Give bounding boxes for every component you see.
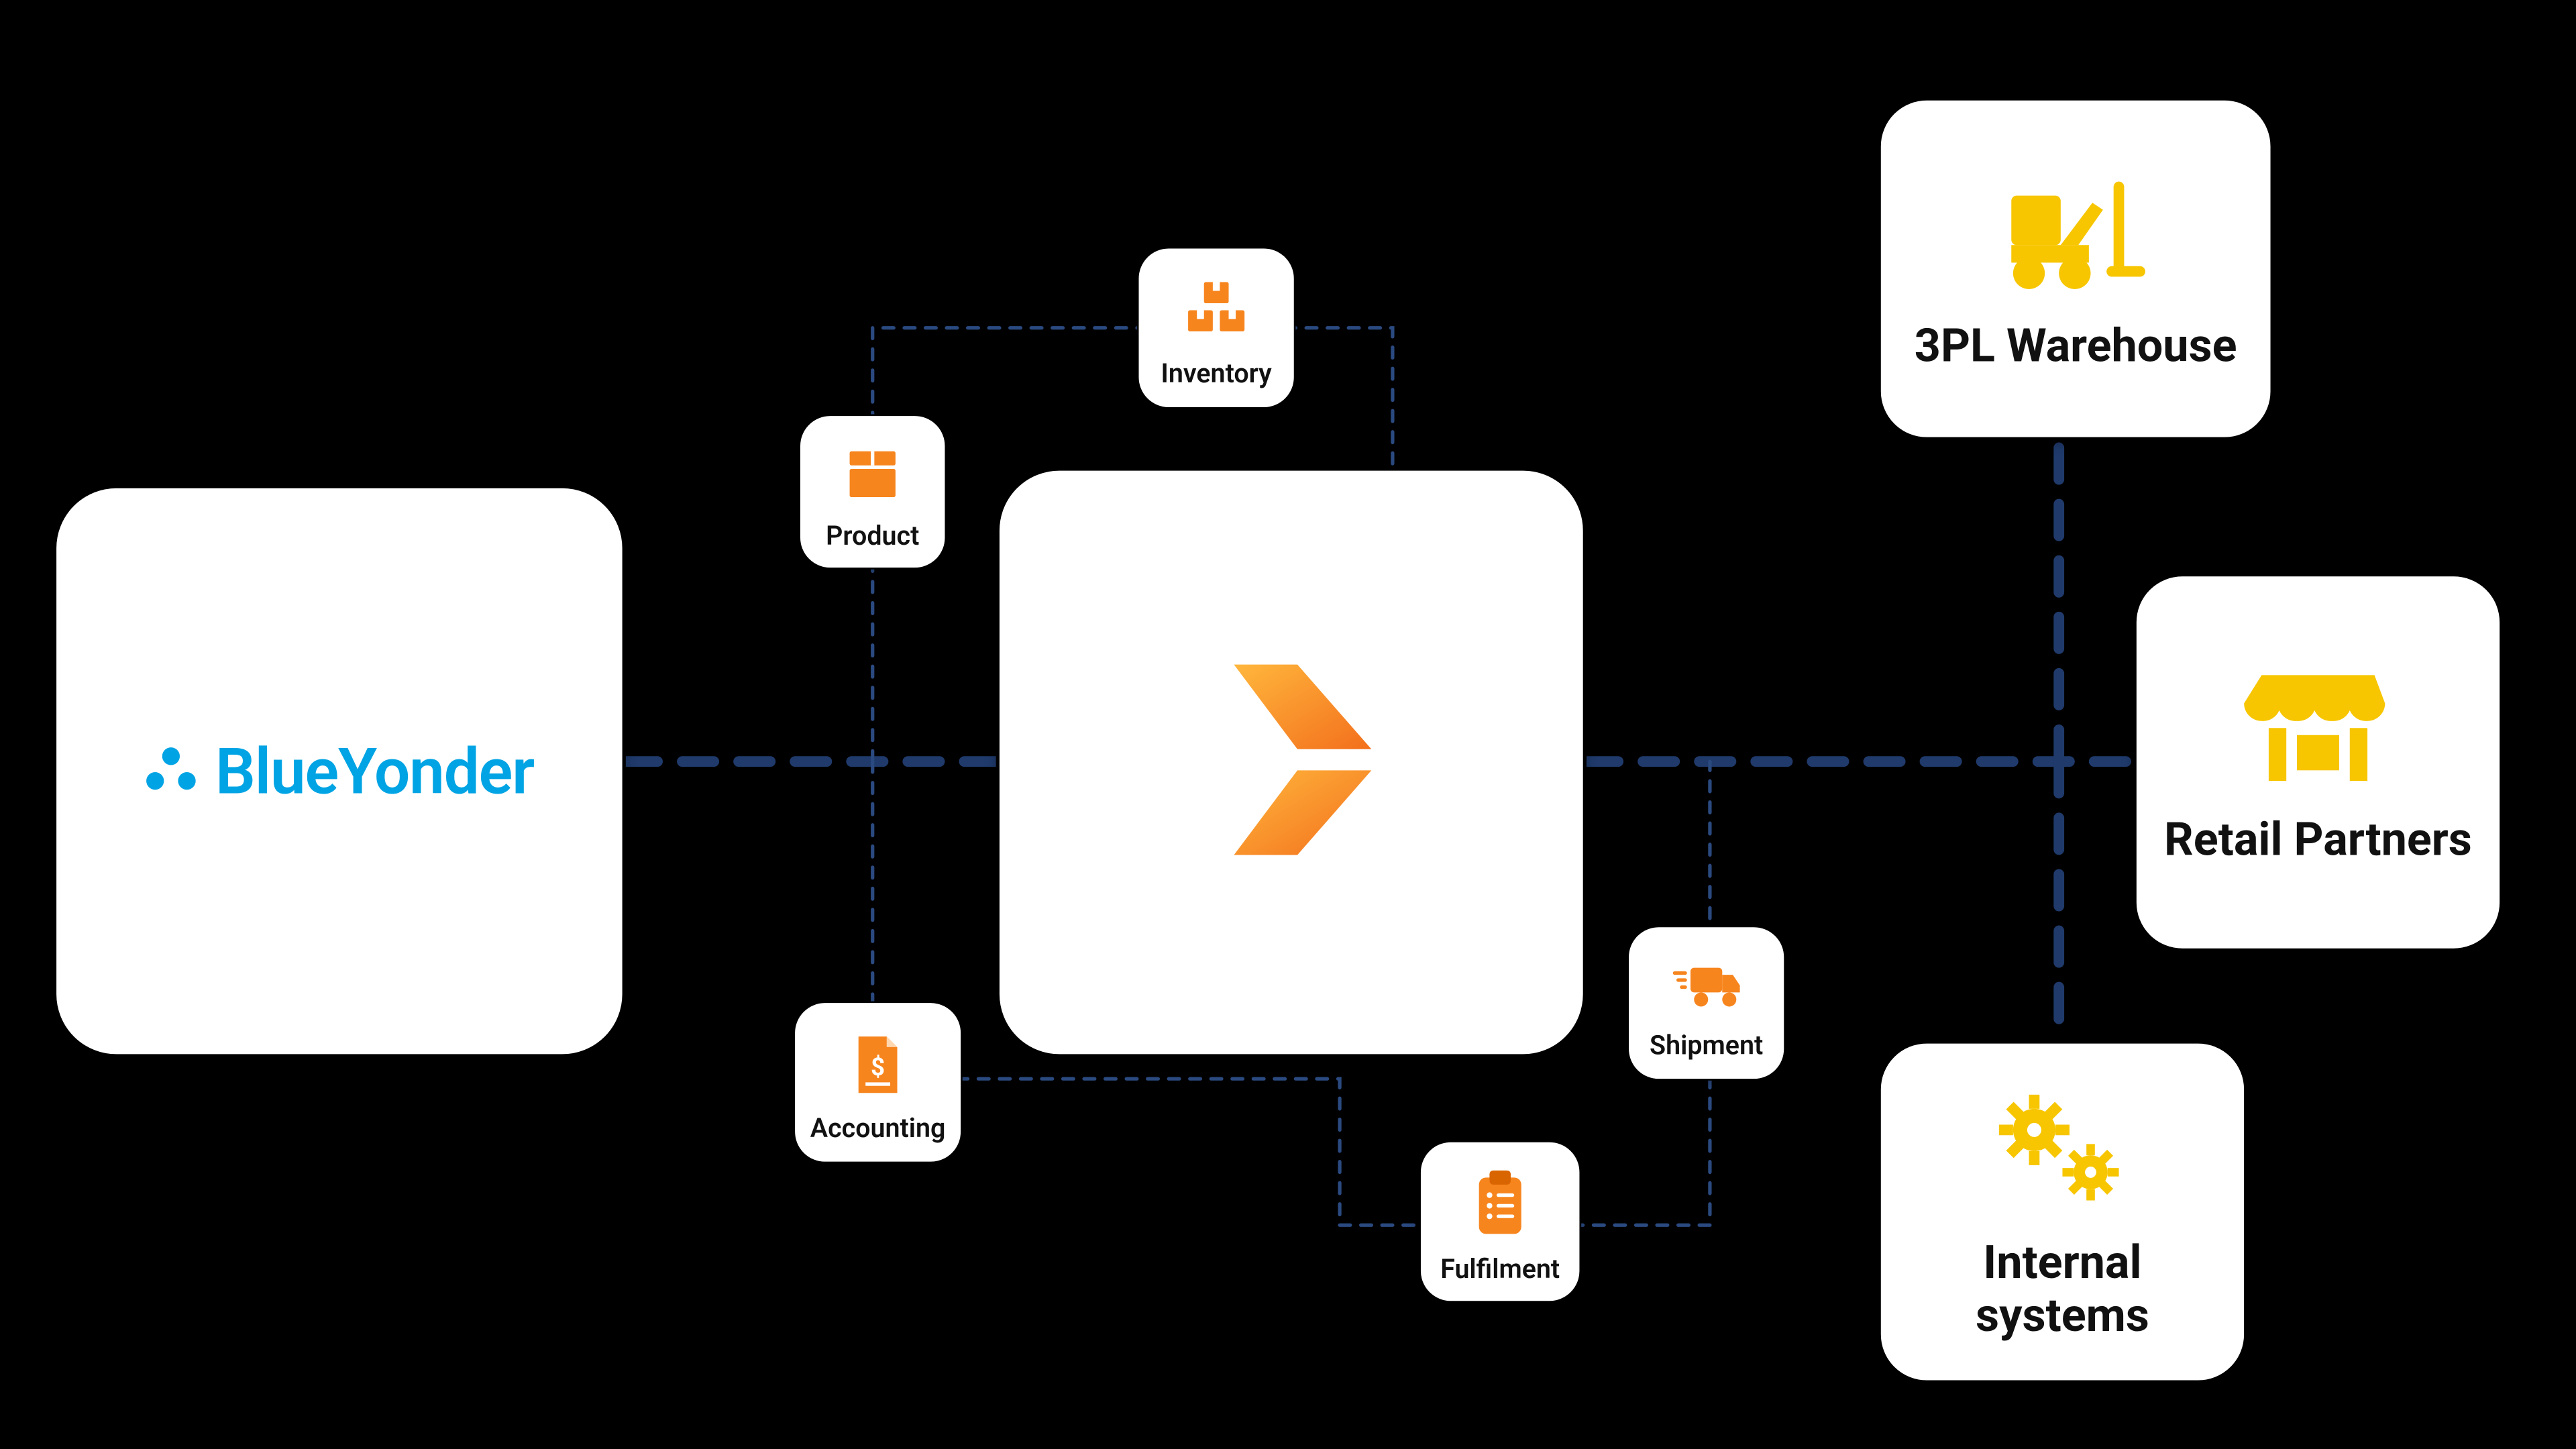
gears-icon xyxy=(1988,1087,2137,1221)
invoice-icon: $ xyxy=(845,1029,912,1107)
node-label: 3PL Warehouse xyxy=(1915,322,2237,375)
hub-chevron-icon xyxy=(1159,627,1424,898)
blueyonder-icon xyxy=(145,745,198,798)
boxes-icon xyxy=(1181,274,1252,352)
blueyonder-logo: BlueYonder xyxy=(145,734,534,808)
node-retail-partners: Retail Partners xyxy=(2133,573,2504,952)
svg-text:$: $ xyxy=(871,1052,885,1081)
package-icon xyxy=(839,440,906,514)
forklift-icon xyxy=(1996,170,2155,305)
node-3pl-warehouse: 3PL Warehouse xyxy=(1878,97,2274,441)
node-hub xyxy=(996,467,1587,1057)
node-label: Internal systems xyxy=(1906,1238,2220,1344)
node-inventory: Inventory xyxy=(1137,247,1295,409)
node-label: Retail Partners xyxy=(2164,815,2472,868)
node-label: Inventory xyxy=(1161,359,1271,388)
node-label: Accounting xyxy=(810,1114,946,1142)
node-blueyonder: BlueYonder xyxy=(53,485,626,1058)
node-label: Shipment xyxy=(1650,1031,1763,1060)
node-accounting: $ Accounting xyxy=(793,1002,962,1164)
clipboard-icon xyxy=(1468,1167,1532,1248)
node-label: Product xyxy=(826,521,919,550)
truck-icon xyxy=(1669,953,1743,1024)
diagram-stage: BlueYonder xyxy=(0,0,2573,1449)
node-product: Product xyxy=(798,415,947,570)
node-shipment: Shipment xyxy=(1627,926,1785,1081)
node-label: Fulfilment xyxy=(1440,1254,1560,1283)
storefront-icon xyxy=(2244,663,2392,798)
node-fulfilment: Fulfilment xyxy=(1419,1140,1581,1303)
blueyonder-text: BlueYonder xyxy=(215,734,534,808)
node-internal-systems: Internal systems xyxy=(1878,1040,2248,1383)
